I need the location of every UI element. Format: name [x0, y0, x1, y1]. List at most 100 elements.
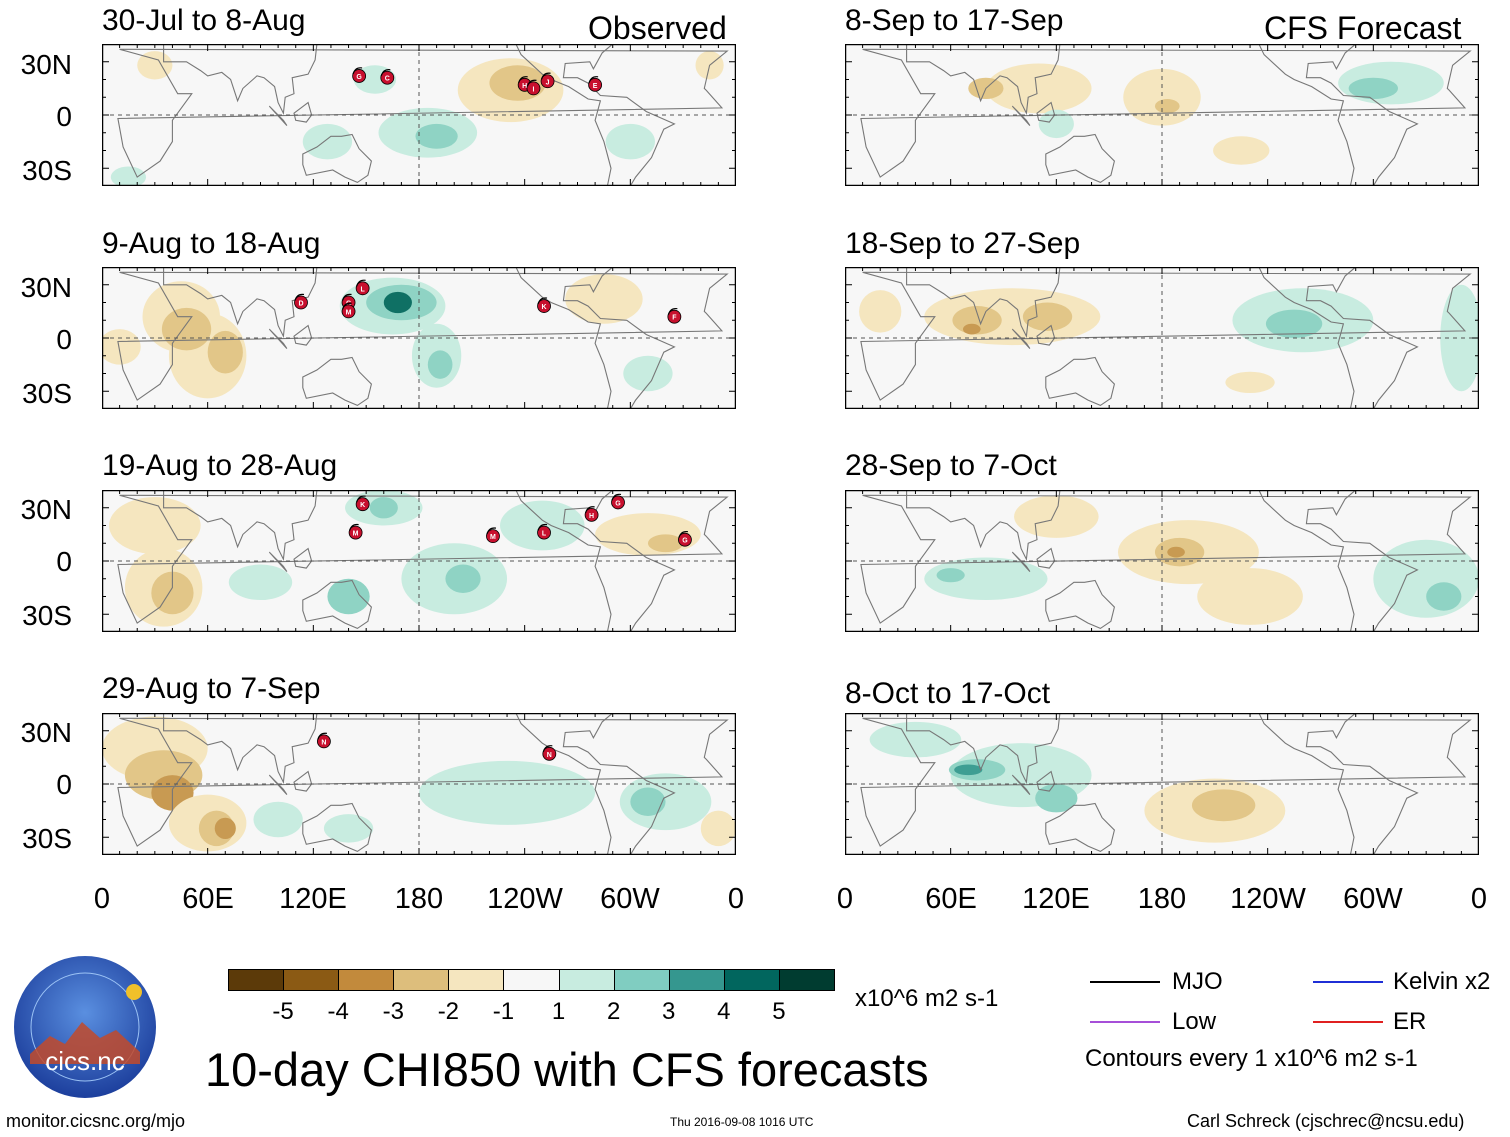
coastline	[860, 271, 1472, 401]
coastline	[1045, 579, 1116, 630]
coastline	[163, 267, 318, 339]
anomaly-contour	[1225, 371, 1275, 394]
anomaly-contour	[565, 274, 643, 324]
storm-letter: D	[298, 301, 303, 308]
anomaly-contour	[253, 801, 303, 838]
anomaly-contour	[1191, 789, 1256, 822]
storm-marker: J	[540, 72, 555, 89]
coastline	[302, 802, 373, 853]
coastline	[1258, 44, 1419, 186]
footer-site-link[interactable]: monitor.cicsnc.org/mjo	[6, 1111, 186, 1131]
coastline	[906, 267, 1061, 339]
map-panel-observed-2: D L CM K F	[102, 267, 736, 409]
storm-marker: N	[316, 732, 331, 749]
coastline	[268, 328, 288, 349]
map-panel-observed-3: K M M L H G G	[102, 490, 736, 632]
lat-label: 0	[56, 101, 72, 132]
anomaly-contour	[1167, 546, 1185, 558]
storm-marker: K	[355, 495, 370, 512]
storm-marker: G	[611, 493, 625, 510]
storm-letter: G	[615, 500, 621, 507]
colorbar-swatch	[723, 969, 780, 991]
map-panel-forecast-1	[845, 44, 1479, 186]
lat-label: 30N	[20, 272, 72, 303]
storm-marker: D	[294, 293, 308, 310]
storm-letter: H	[522, 83, 527, 90]
colorbar	[228, 969, 835, 993]
storm-marker: M	[341, 302, 356, 319]
coastline	[1011, 328, 1031, 349]
coastline	[1011, 774, 1031, 795]
storm-marker: G	[352, 67, 367, 83]
lon-label: 120W	[487, 883, 563, 915]
panel-title-obs-1: 30-Jul to 8-Aug	[102, 4, 306, 37]
coastline	[1258, 267, 1419, 409]
coastline	[515, 44, 676, 186]
anomaly-contour	[630, 787, 666, 816]
anomaly-contour	[109, 497, 201, 554]
anomaly-contour	[228, 564, 293, 601]
storm-marker: N	[542, 745, 557, 761]
coastline	[860, 494, 1472, 624]
anomaly-contour	[327, 578, 370, 615]
storm-marker: L	[537, 523, 551, 540]
map-panel-observed-1: G C HI J E	[102, 44, 736, 186]
storm-marker: E	[588, 76, 603, 92]
anomaly-contour	[1038, 109, 1074, 139]
lon-label: 0	[93, 883, 111, 915]
storm-letter: M	[353, 531, 359, 538]
panel-title-fc-2: 18-Sep to 27-Sep	[845, 227, 1081, 260]
storm-marker: C	[380, 69, 395, 85]
anomaly-contour	[1265, 309, 1323, 338]
coastline	[293, 547, 313, 569]
storm-marker: G	[678, 530, 692, 547]
anomaly-contour	[869, 721, 962, 758]
coastline	[906, 44, 1061, 116]
footer-author: Carl Schreck (cjschrec@ncsu.edu)	[1187, 1111, 1465, 1131]
legend-line-mjo	[1090, 981, 1160, 983]
anomaly-contour	[302, 123, 353, 160]
anomaly-contour	[954, 764, 983, 776]
colorbar-tick-label: -1	[492, 998, 515, 1025]
coastline	[1036, 547, 1056, 569]
legend-label-er: ER	[1393, 1008, 1427, 1035]
colorbar-swatch	[393, 969, 450, 991]
lat-label: 30S	[22, 600, 72, 631]
footer-timestamp: Thu 2016-09-08 1016 UTC	[670, 1115, 814, 1129]
storm-letter: M	[490, 534, 496, 541]
coastline	[268, 105, 288, 126]
coastline	[860, 48, 1472, 178]
colorbar-swatch	[228, 969, 285, 991]
coastline	[302, 579, 373, 630]
lon-label: 120E	[1022, 883, 1090, 915]
storm-marker: K	[537, 297, 551, 313]
anomaly-contour	[936, 568, 965, 583]
coastline	[1045, 356, 1116, 407]
anomaly-contour	[369, 497, 398, 519]
lon-label: 0	[1470, 883, 1488, 915]
lat-label: 30N	[20, 494, 72, 525]
colorbar-tick-label: 3	[662, 998, 676, 1025]
coastline	[117, 48, 729, 178]
anomaly-contour	[924, 288, 1101, 346]
storm-marker: M	[486, 527, 500, 544]
anomaly-contour	[1123, 68, 1201, 126]
coastline	[163, 44, 318, 116]
colorbar-tick-label: -5	[272, 998, 294, 1025]
coastline	[1045, 802, 1116, 853]
panel-title-obs-2: 9-Aug to 18-Aug	[102, 227, 321, 260]
coastline	[117, 494, 729, 624]
map-panel-forecast-3	[845, 490, 1479, 632]
legend-label-kelvin: Kelvin x2	[1393, 968, 1491, 995]
coastline	[293, 324, 313, 346]
legend-line-low	[1090, 1021, 1160, 1023]
colorbar-tick-label: -2	[437, 998, 460, 1025]
storm-letter: G	[356, 74, 362, 81]
coastline	[293, 770, 313, 792]
coastline	[302, 356, 373, 407]
contour-note: Contours every 1 x10^6 m2 s-1	[1085, 1045, 1418, 1072]
lon-label: 0	[727, 883, 745, 915]
coastline	[163, 490, 318, 562]
coastline	[515, 713, 676, 855]
colorbar-swatch	[613, 969, 670, 991]
